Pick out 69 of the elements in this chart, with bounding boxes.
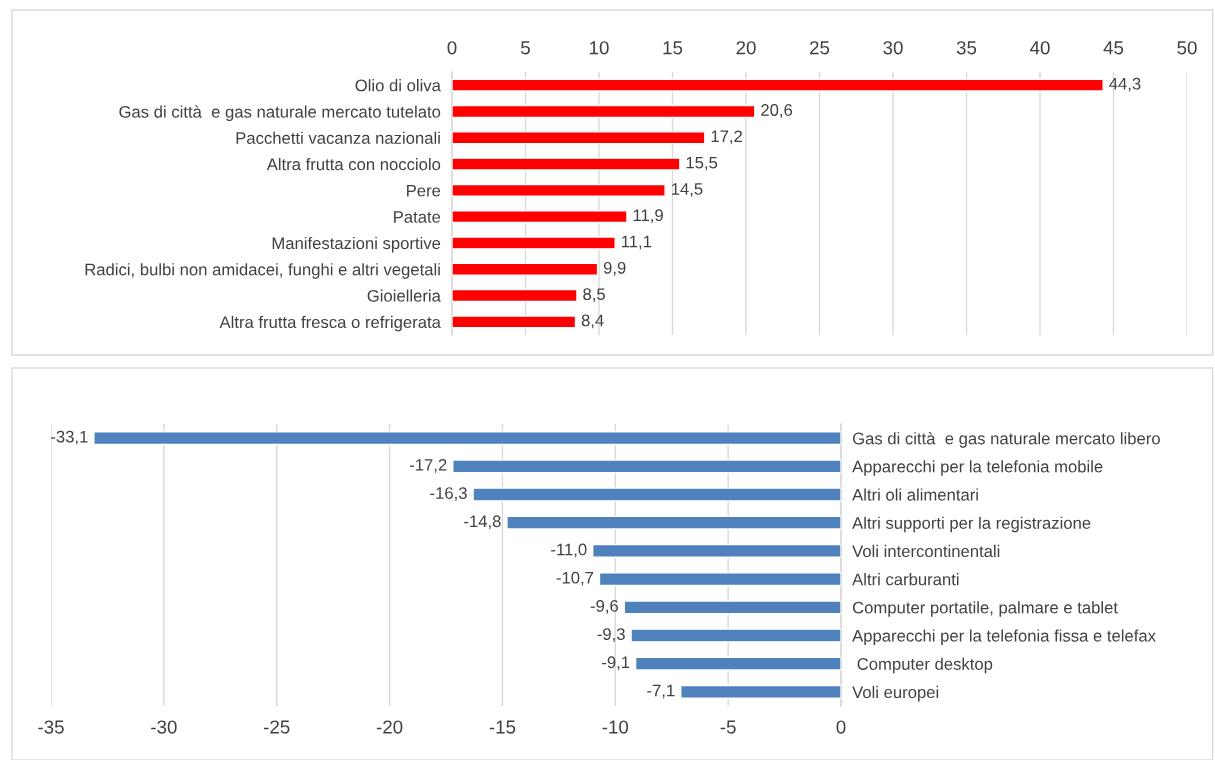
- x-tick-label: -25: [264, 720, 290, 734]
- bar: [452, 210, 628, 224]
- data-label: 20,6: [761, 104, 793, 118]
- y-tick-label: Altri supporti per la registrazione: [852, 516, 1091, 533]
- y-tick-label: Altri carburanti: [852, 573, 959, 586]
- y-tick-label: Radici, bulbi non amidacei, funghi e altri vegetali: [85, 263, 440, 279]
- y-tick-label: Altra frutta fresca o refrigerata: [219, 315, 441, 332]
- y-tick-label: Altra frutta con nocciolo: [266, 158, 441, 171]
- y-tick-label: Manifestazioni sportive: [272, 236, 441, 253]
- data-label: 14,5: [671, 183, 703, 197]
- x-tick-label: -5: [720, 720, 736, 734]
- x-tick-label: 45: [1103, 41, 1124, 55]
- data-label: -11,0: [551, 543, 587, 558]
- bar: [452, 288, 578, 303]
- x-tick-label: 50: [1177, 41, 1197, 55]
- y-tick-label: Computer portatile, palmare e tablet: [852, 601, 1118, 617]
- data-label: 11,1: [622, 235, 652, 250]
- x-tick-label: 15: [663, 41, 683, 55]
- x-tick-label: 0: [447, 41, 457, 55]
- data-label: 8,4: [581, 314, 604, 329]
- y-tick-label: Altri oli alimentari: [852, 488, 978, 501]
- data-label: -14,8: [464, 515, 501, 530]
- x-tick-label: -10: [602, 720, 629, 734]
- bar: [452, 262, 599, 276]
- bar: [452, 315, 577, 329]
- data-label: -33,1: [51, 430, 88, 445]
- x-tick-label: 5: [521, 41, 530, 55]
- y-tick-label: Voli intercontinentali: [852, 544, 1000, 558]
- y-tick-label: Gas di città e gas naturale mercato libero: [852, 431, 1160, 448]
- x-tick-label: 20: [736, 41, 756, 55]
- data-label: -7,1: [647, 684, 675, 699]
- data-label: -9,6: [590, 599, 619, 614]
- data-label: -10,7: [556, 571, 594, 586]
- y-tick-label: Apparecchi per la telefonia mobile: [852, 460, 1103, 476]
- bar: [452, 104, 756, 119]
- bar: [452, 183, 666, 197]
- data-label: -9,3: [597, 628, 625, 642]
- data-label: 9,9: [603, 261, 626, 276]
- y-tick-label: Pacchetti vacanza nazionali: [236, 131, 440, 144]
- y-tick-label: Gas di città e gas naturale mercato tutelato: [119, 105, 441, 122]
- x-tick-label: 25: [810, 41, 830, 55]
- y-tick-label: Pere: [407, 184, 441, 197]
- y-tick-label: Computer desktop: [857, 657, 993, 674]
- data-label: 11,9: [633, 209, 663, 224]
- y-tick-label: Apparecchi per la telefonia fissa e telefax: [852, 629, 1156, 645]
- x-tick-label: 0: [836, 720, 846, 734]
- x-tick-label: 30: [883, 41, 903, 55]
- x-tick-label: 40: [1030, 41, 1050, 55]
- bar: [452, 236, 616, 250]
- x-tick-label: -35: [38, 720, 64, 734]
- y-tick-label: Olio di oliva: [355, 79, 441, 92]
- x-tick-label: 10: [590, 41, 609, 55]
- data-label: -9,1: [602, 656, 630, 671]
- x-tick-label: -20: [376, 720, 403, 734]
- data-label: -16,3: [430, 487, 467, 501]
- y-tick-label: Patate: [394, 211, 441, 223]
- bar: [452, 157, 681, 171]
- bar: [452, 78, 1104, 92]
- y-tick-label: Voli europei: [852, 685, 939, 702]
- x-tick-label: -15: [489, 720, 516, 734]
- data-label: -17,2: [409, 458, 447, 473]
- data-label: 17,2: [711, 130, 742, 145]
- x-tick-label: -30: [151, 720, 177, 734]
- data-label: 15,5: [686, 156, 718, 171]
- data-label: 8,5: [583, 288, 605, 302]
- bar: [452, 131, 706, 145]
- y-tick-label: Gioielleria: [367, 289, 441, 302]
- data-label: 44,3: [1109, 77, 1141, 92]
- x-tick-label: 35: [956, 41, 977, 55]
